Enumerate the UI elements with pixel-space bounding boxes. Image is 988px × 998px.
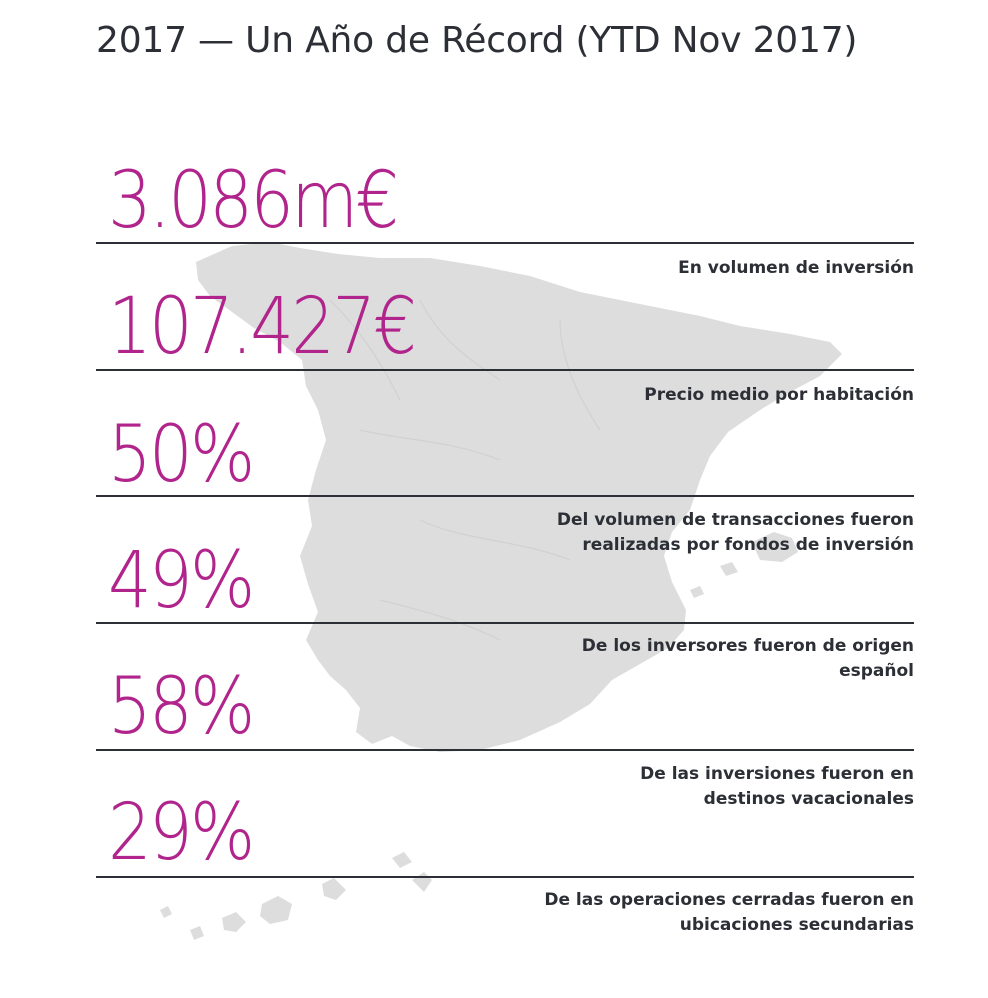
stat-value-text: 50%: [108, 410, 255, 500]
stat-description-line: De los inversores fueron de origen: [581, 636, 914, 656]
stat-description-line: De las operaciones cerradas fueron en: [544, 890, 914, 910]
stat-description-line: español: [839, 661, 914, 681]
stat-description-line: Del volumen de transacciones fueron: [556, 510, 914, 530]
stat-description: Del volumen de transacciones fueron real…: [454, 508, 914, 558]
stat-value-text: 58%: [108, 662, 255, 752]
stat-description-line: De las inversiones fueron en: [640, 764, 914, 784]
stat-description: Precio medio por habitación: [454, 383, 914, 408]
stat-description: De las inversiones fueron en destinos va…: [454, 762, 914, 812]
divider: [96, 876, 914, 878]
stat-value-text: 3.086m€: [108, 156, 399, 246]
stat-description-line: En volumen de inversión: [678, 258, 914, 278]
stat-value: 50%: [108, 404, 255, 500]
divider: [96, 242, 914, 244]
page-title: 2017 — Un Año de Récord (YTD Nov 2017): [96, 20, 858, 61]
stat-value-text: 29%: [108, 788, 255, 878]
divider: [96, 622, 914, 624]
divider: [96, 749, 914, 751]
stat-description: En volumen de inversión: [454, 256, 914, 281]
stat-description-line: Precio medio por habitación: [644, 385, 914, 405]
stat-description-line: destinos vacacionales: [703, 789, 914, 809]
stat-value-text: 49%: [108, 536, 255, 626]
stat-description-line: ubicaciones secundarias: [679, 915, 914, 935]
stat-value: 107.427€: [108, 276, 417, 372]
stat-value: 29%: [108, 782, 255, 878]
stat-value: 3.086m€: [108, 150, 399, 246]
stat-value-text: 107.427€: [108, 282, 417, 372]
divider: [96, 495, 914, 497]
stat-description: De los inversores fueron de origen españ…: [454, 634, 914, 684]
divider: [96, 369, 914, 371]
stat-value: 58%: [108, 656, 255, 752]
stat-description: De las operaciones cerradas fueron en ub…: [454, 888, 914, 938]
stat-description-line: realizadas por fondos de inversión: [582, 535, 914, 555]
stat-value: 49%: [108, 530, 255, 626]
